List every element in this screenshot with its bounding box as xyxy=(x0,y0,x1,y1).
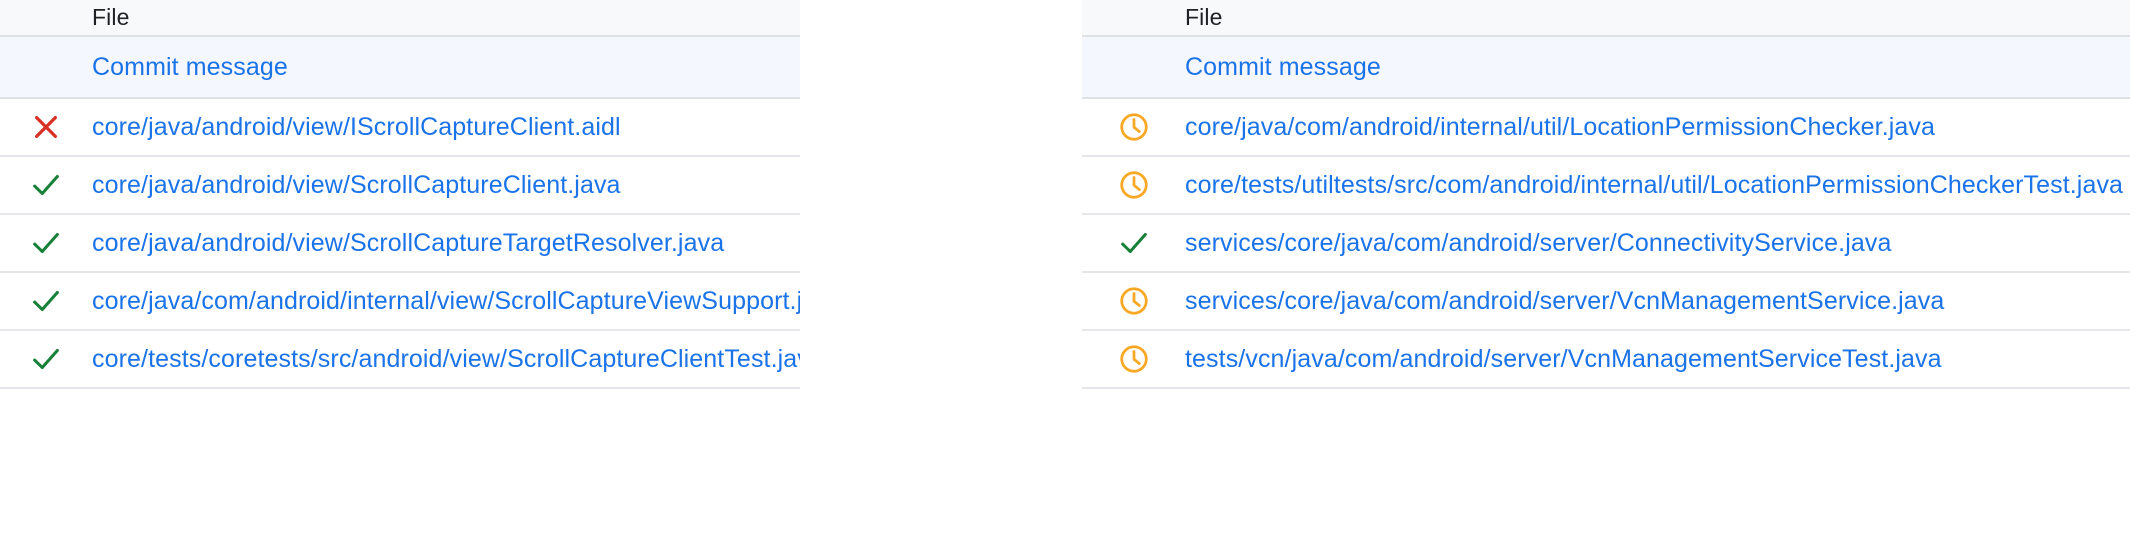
file-path-link[interactable]: core/java/android/view/IScrollCaptureCli… xyxy=(92,112,621,141)
table-row[interactable]: core/java/com/android/internal/view/Scro… xyxy=(0,273,800,331)
status-cell xyxy=(1082,111,1185,143)
file-list-panel-left: File Commit message core/java/android/vi… xyxy=(0,0,800,552)
check-icon xyxy=(33,174,59,196)
table-row[interactable]: services/core/java/com/android/server/Co… xyxy=(1082,215,2130,273)
file-path-link[interactable]: core/java/android/view/ScrollCaptureClie… xyxy=(92,170,621,199)
list-bottom-filler xyxy=(1082,389,2130,429)
table-row[interactable]: core/java/android/view/ScrollCaptureTarg… xyxy=(0,215,800,273)
file-path-link[interactable]: services/core/java/com/android/server/Co… xyxy=(1185,228,1892,257)
clock-icon xyxy=(1119,171,1148,199)
status-cell xyxy=(1082,285,1185,317)
file-list-track-right: File Commit message core/java/com/androi… xyxy=(1082,0,2130,552)
table-row[interactable]: core/tests/coretests/src/android/view/Sc… xyxy=(0,331,800,389)
file-path-link[interactable]: core/tests/coretests/src/android/view/Sc… xyxy=(92,344,800,373)
file-path-link[interactable]: core/java/com/android/internal/util/Loca… xyxy=(1185,112,1936,141)
commit-message-link[interactable]: Commit message xyxy=(92,52,288,81)
status-cell xyxy=(0,285,92,317)
file-path-link[interactable]: core/java/com/android/internal/view/Scro… xyxy=(92,286,800,315)
x-icon xyxy=(35,116,57,138)
clock-icon xyxy=(1119,113,1148,141)
clock-icon xyxy=(1119,287,1148,315)
file-path-link[interactable]: core/tests/utiltests/src/com/android/int… xyxy=(1185,170,2124,199)
file-path-link[interactable]: tests/vcn/java/com/android/server/VcnMan… xyxy=(1185,344,1942,373)
check-icon xyxy=(33,290,59,312)
table-row[interactable]: core/java/com/android/internal/util/Loca… xyxy=(1082,99,2130,157)
list-bottom-filler xyxy=(0,389,800,429)
status-cell xyxy=(0,227,92,259)
commit-message-link[interactable]: Commit message xyxy=(1185,52,1381,81)
table-row[interactable]: tests/vcn/java/com/android/server/VcnMan… xyxy=(1082,331,2130,389)
file-list-track-left: File Commit message core/java/android/vi… xyxy=(0,0,800,552)
clock-icon xyxy=(1119,345,1148,373)
commit-message-row[interactable]: Commit message xyxy=(1082,37,2130,99)
status-cell xyxy=(0,112,92,142)
check-icon xyxy=(1120,232,1147,254)
commit-message-row[interactable]: Commit message xyxy=(0,37,800,99)
table-row[interactable]: core/java/android/view/IScrollCaptureCli… xyxy=(0,99,800,157)
table-row[interactable]: services/core/java/com/android/server/Vc… xyxy=(1082,273,2130,331)
column-header-file: File xyxy=(1185,4,1223,30)
file-path-link[interactable]: core/java/android/view/ScrollCaptureTarg… xyxy=(92,228,725,257)
file-path-link[interactable]: services/core/java/com/android/server/Vc… xyxy=(1185,286,1945,315)
status-cell xyxy=(1082,343,1185,375)
file-list-header-row: File xyxy=(1082,0,2130,37)
status-cell xyxy=(1082,169,1185,201)
column-header-file: File xyxy=(92,4,130,30)
table-row[interactable]: core/tests/utiltests/src/com/android/int… xyxy=(1082,157,2130,215)
file-list-panel-right: File Commit message core/java/com/androi… xyxy=(1082,0,2130,552)
check-icon xyxy=(33,348,59,370)
status-cell xyxy=(0,169,92,201)
table-row[interactable]: core/java/android/view/ScrollCaptureClie… xyxy=(0,157,800,215)
status-cell xyxy=(1082,227,1185,259)
file-list-header-row: File xyxy=(0,0,800,37)
status-cell xyxy=(0,343,92,375)
check-icon xyxy=(33,232,59,254)
